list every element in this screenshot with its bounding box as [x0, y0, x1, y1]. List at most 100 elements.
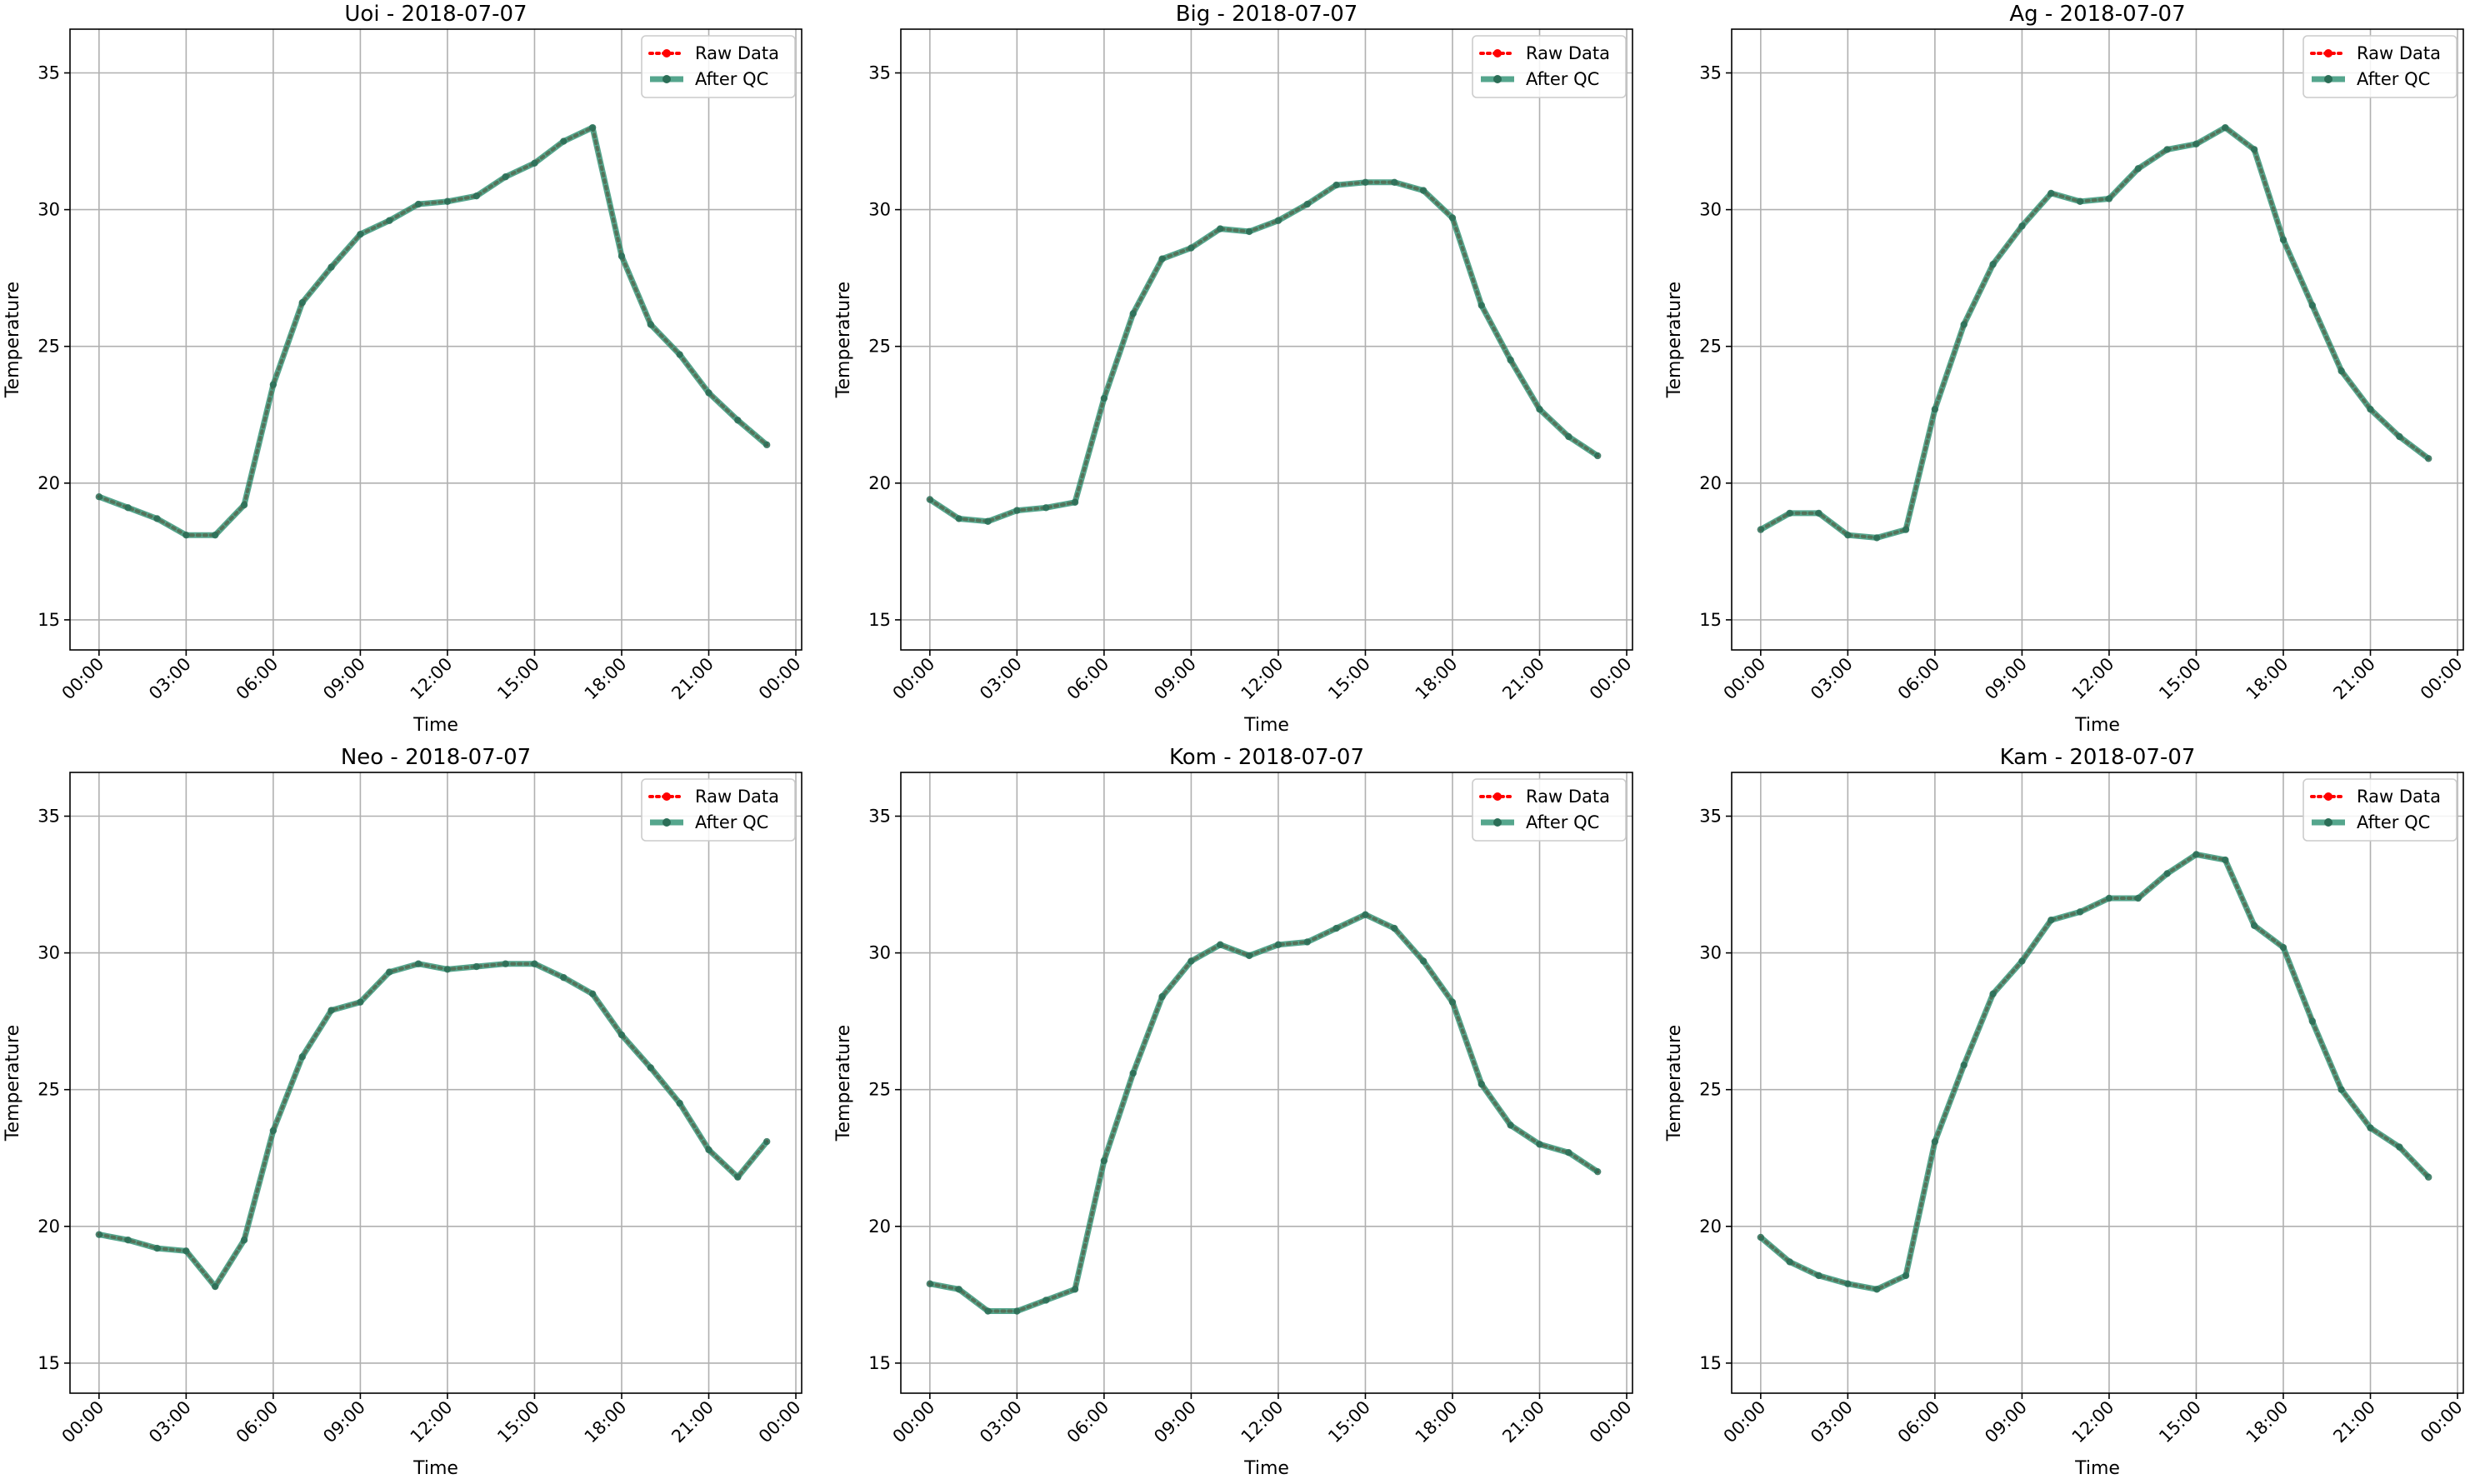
legend-marker: [2324, 792, 2332, 801]
data-point: [1419, 957, 1428, 965]
data-point: [1391, 178, 1398, 186]
data-point: [240, 1237, 248, 1244]
data-point: [1448, 998, 1457, 1006]
data-point: [1593, 452, 1602, 460]
x-tick-label: 18:00: [2242, 1397, 2292, 1447]
data-point: [328, 1007, 335, 1014]
data-point: [1873, 1286, 1881, 1293]
data-point: [762, 1137, 771, 1146]
data-point: [328, 263, 335, 271]
x-tick-label: 12:00: [2068, 1397, 2118, 1447]
x-tick-label: 00:00: [2417, 654, 2467, 704]
legend-marker: [1493, 75, 1502, 83]
y-tick-label: 15: [38, 610, 60, 630]
data-point: [1507, 1122, 1514, 1129]
y-tick-label: 30: [1699, 943, 1722, 963]
y-tick-label: 15: [1699, 1353, 1722, 1373]
y-axis-label: Temperature: [1664, 1025, 1685, 1142]
legend-marker: [662, 75, 671, 83]
series-line-after-qc: [98, 124, 769, 538]
data-point: [2076, 908, 2084, 916]
x-tick-label: 00:00: [58, 654, 108, 704]
data-point: [1013, 1307, 1021, 1315]
data-point: [1013, 507, 1021, 514]
legend: Raw Data After QC: [641, 35, 796, 98]
x-tick-label: 00:00: [889, 654, 939, 704]
plot-area: [1732, 772, 2463, 1393]
data-point: [676, 351, 683, 358]
x-tick-label: 21:00: [1498, 1397, 1548, 1447]
legend-label: Raw Data: [2357, 43, 2441, 63]
data-point: [1989, 990, 1997, 998]
y-axis-label: Temperature: [1664, 282, 1685, 398]
chart-title: Ag - 2018-07-07: [2009, 2, 2185, 27]
data-point: [124, 1237, 132, 1244]
data-point: [1757, 1233, 1765, 1242]
y-tick-label: 20: [38, 1217, 60, 1237]
data-point: [2076, 197, 2084, 205]
x-tick-label: 06:00: [1894, 654, 1944, 704]
data-point: [2396, 1143, 2403, 1151]
data-point: [1536, 405, 1543, 413]
x-tick-label: 21:00: [668, 1397, 718, 1447]
y-tick-label: 25: [1699, 337, 1722, 357]
data-point: [472, 192, 480, 200]
x-tick-label: 09:00: [319, 654, 369, 704]
x-tick-label: 06:00: [1063, 654, 1113, 704]
subplot-5: 15 20 25 30 35 00:00 03:00 06:00 09:00 12:00 15:00…: [833, 745, 1636, 1479]
data-point: [2134, 894, 2142, 902]
data-point: [618, 252, 626, 260]
legend-label: Raw Data: [1526, 43, 1610, 63]
data-point: [560, 137, 568, 145]
data-point: [182, 531, 190, 539]
x-axis-label: Time: [1243, 1458, 1289, 1479]
legend-label: After QC: [2357, 69, 2430, 89]
legend: Raw Data After QC: [1472, 778, 1627, 842]
data-point: [1245, 952, 1253, 960]
data-point: [2105, 195, 2113, 202]
axes-frame: [900, 28, 1633, 651]
legend-marker: [662, 792, 671, 801]
y-tick-label: 15: [868, 610, 891, 630]
y-tick-label: 35: [38, 63, 60, 83]
data-point: [153, 1244, 161, 1252]
legend-label: After QC: [695, 69, 768, 89]
data-point: [502, 960, 509, 967]
data-point: [2192, 851, 2200, 858]
y-tick-label: 20: [38, 473, 60, 493]
legend-marker: [662, 818, 671, 827]
data-point: [2250, 146, 2258, 153]
data-point: [1757, 526, 1765, 533]
data-point: [531, 159, 538, 167]
legend-label: Raw Data: [1526, 787, 1610, 807]
x-tick-label: 09:00: [1981, 1397, 2031, 1447]
x-tick-label: 15:00: [493, 654, 543, 704]
y-axis-label: Temperature: [833, 1025, 854, 1142]
y-tick-label: 35: [1699, 807, 1722, 827]
data-point: [2338, 1086, 2345, 1093]
y-tick-label: 25: [38, 337, 60, 357]
x-tick-label: 06:00: [1063, 1397, 1113, 1447]
data-point: [1303, 200, 1311, 208]
legend: Raw Data After QC: [2302, 778, 2458, 842]
y-tick-label: 30: [38, 200, 60, 220]
series-line-after-qc: [929, 912, 1600, 1314]
data-point: [357, 998, 364, 1006]
data-point: [1158, 255, 1166, 262]
axes-frame: [69, 28, 802, 651]
y-tick-label: 20: [1699, 1217, 1722, 1237]
x-tick-label: 09:00: [1150, 1397, 1200, 1447]
x-tick-label: 21:00: [2329, 654, 2379, 704]
x-tick-label: 00:00: [1720, 1397, 1770, 1447]
legend-label: Raw Data: [695, 787, 779, 807]
x-tick-label: 00:00: [1720, 654, 1770, 704]
data-point: [269, 1127, 278, 1135]
series-line-after-qc: [928, 179, 1600, 525]
y-tick-label: 35: [38, 807, 60, 827]
data-point: [1332, 181, 1340, 189]
x-tick-label: 06:00: [232, 1397, 282, 1447]
x-tick-label: 21:00: [668, 654, 718, 704]
y-tick-label: 25: [868, 337, 891, 357]
y-tick-label: 25: [38, 1080, 60, 1100]
x-tick-label: 00:00: [755, 1397, 805, 1447]
